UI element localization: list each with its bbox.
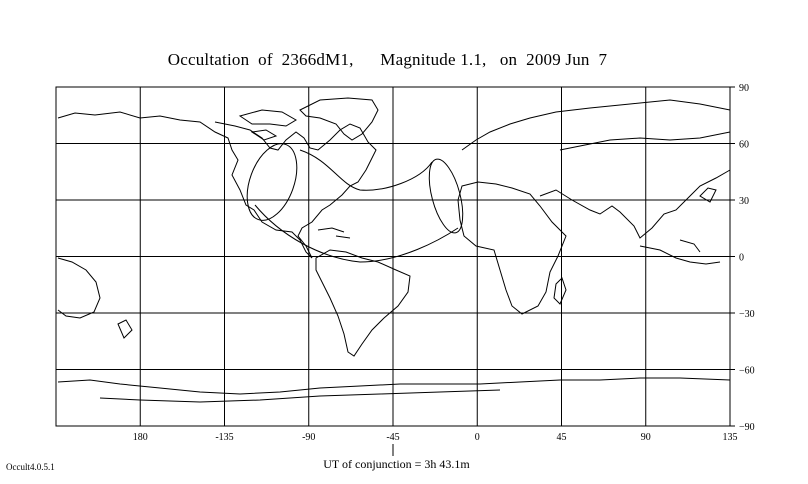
coast-africa (457, 181, 567, 315)
lat-tick-label: 0 (739, 253, 744, 264)
coast-caribbean (317, 227, 351, 239)
coast-greenland (299, 97, 379, 141)
lon-tick-label: 90 (641, 432, 651, 443)
lon-tick-label: -90 (302, 432, 315, 443)
coastlines (57, 97, 731, 403)
coast-north-america (57, 111, 377, 259)
axis-ticks: 180 -135 -90 -45 0 45 90 135 90 60 30 0 −30 −60 −90 (133, 83, 755, 443)
lon-tick-label: 180 (133, 432, 148, 443)
occultation-path-south (254, 204, 459, 263)
coast-asia-north (559, 131, 731, 151)
occultation-path (246, 143, 464, 263)
coast-antarctica-south (99, 389, 501, 403)
conjunction-label: UT of conjunction = 3h 43.1m (323, 457, 470, 471)
lon-tick-label: -135 (215, 432, 233, 443)
lon-tick-label: -45 (386, 432, 399, 443)
coast-indonesia (639, 239, 721, 265)
coast-new-zealand (117, 319, 133, 339)
lat-tick-label: −30 (739, 309, 755, 320)
coast-antarctica (57, 377, 731, 395)
lat-tick-label: −60 (739, 366, 755, 377)
coast-australia (57, 257, 101, 319)
coast-arctic-islands (238, 109, 297, 141)
occultation-path-north (299, 149, 433, 191)
lat-tick-label: 30 (739, 196, 749, 207)
coast-japan (699, 187, 717, 203)
occultation-east-limb (428, 158, 464, 234)
coast-madagascar (553, 277, 567, 305)
lat-tick-label: −90 (739, 422, 755, 433)
coast-europe (461, 99, 731, 151)
lat-tick-label: 60 (739, 140, 749, 151)
lon-tick-label: 45 (557, 432, 567, 443)
lon-tick-label: 0 (475, 432, 480, 443)
coast-south-america (315, 249, 411, 357)
coast-asia (539, 169, 731, 239)
version-label: Occult4.0.5.1 (6, 462, 55, 472)
graticule (56, 87, 730, 426)
map-title: Occultation of 2366dM1, Magnitude 1.1, o… (167, 50, 608, 69)
lon-tick-label: 135 (723, 432, 738, 443)
occultation-west-limb (246, 143, 298, 221)
lat-tick-label: 90 (739, 83, 749, 94)
